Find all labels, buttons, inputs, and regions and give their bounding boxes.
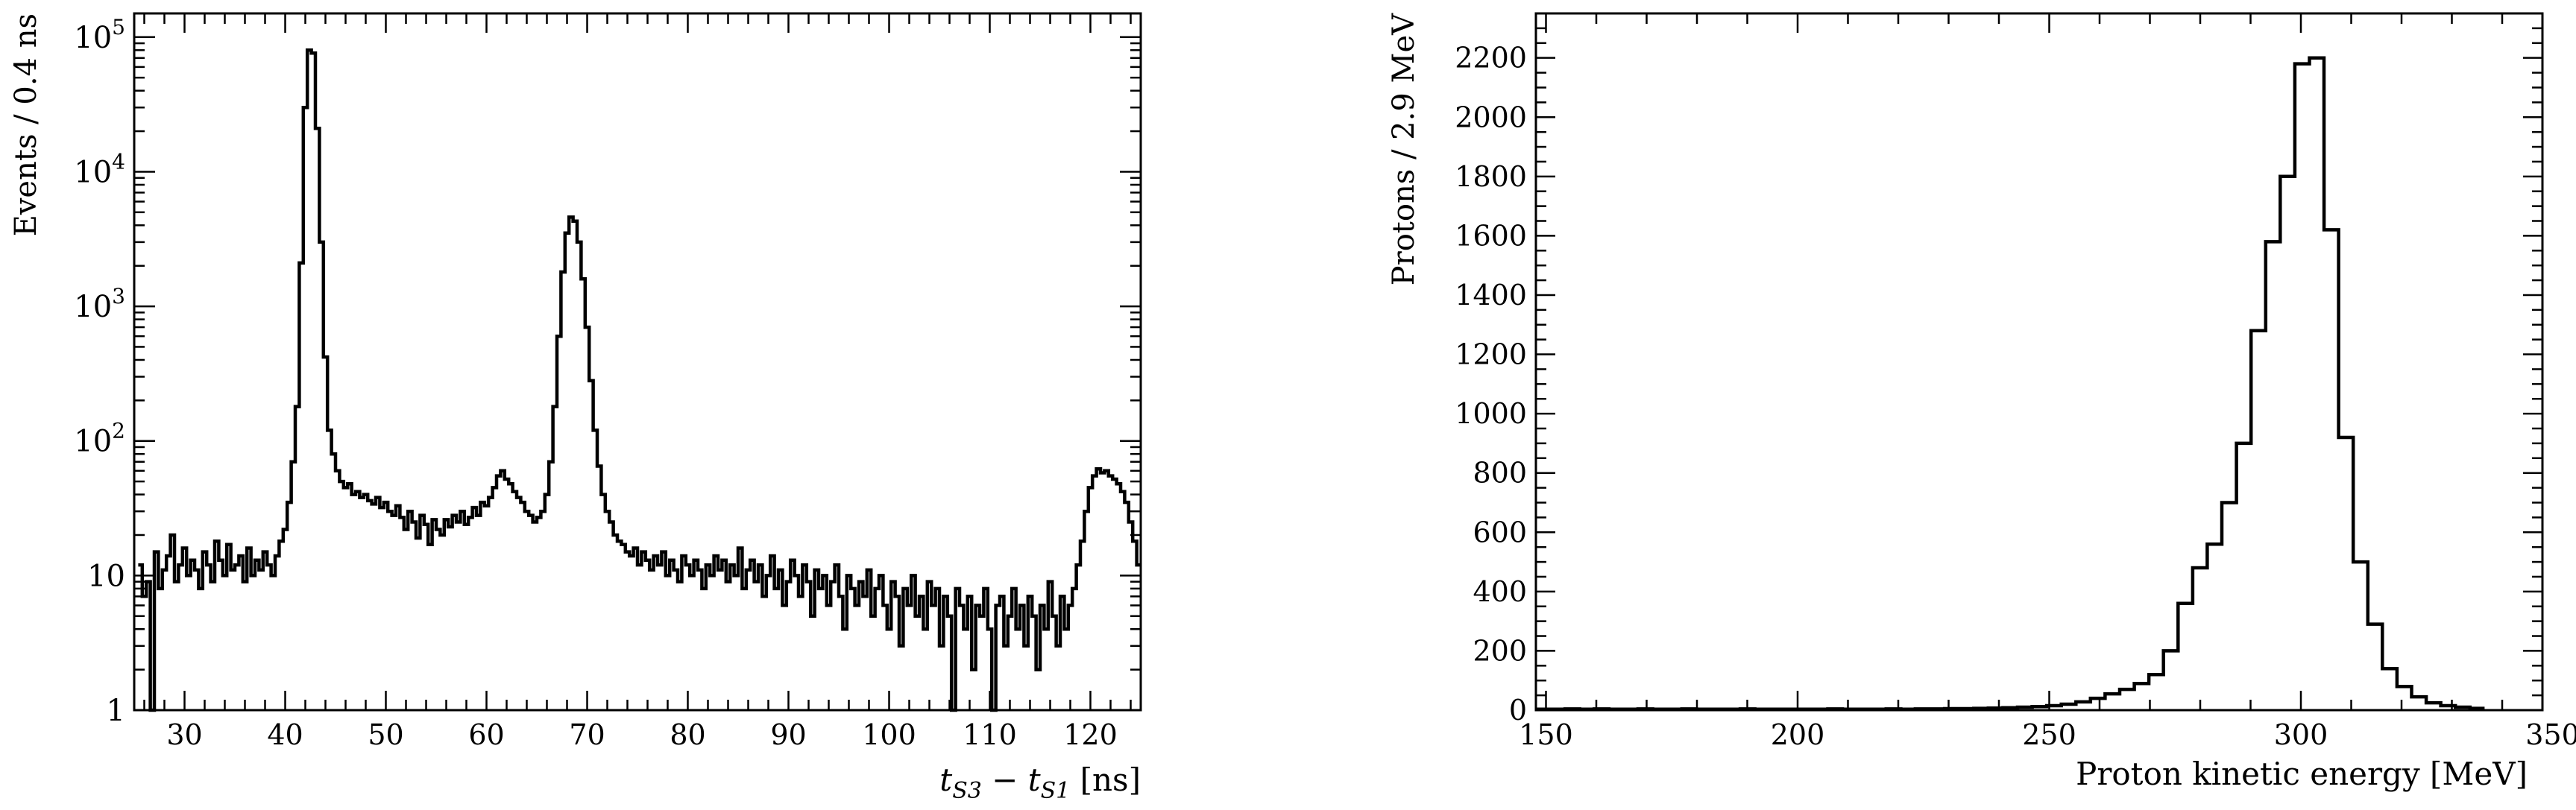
right-y-tick-label: 2200 xyxy=(1455,42,1527,75)
left-y-tick-label: 105 xyxy=(74,15,125,55)
left-x-tick-label: 50 xyxy=(368,718,403,751)
left-x-tick-label: 80 xyxy=(670,718,705,751)
left-y-tick-label: 10 xyxy=(87,559,125,593)
left-chart-timing-histogram: 30 40 50 60 70 80 90 100 110 120110102103104105Ev… xyxy=(9,12,1142,804)
right-y-tick-label: 1400 xyxy=(1455,279,1527,311)
left-x-tick-label: 40 xyxy=(267,718,303,751)
right-x-tick-label: 200 xyxy=(1771,718,1825,751)
right-y-tick-label: 200 xyxy=(1473,634,1527,667)
right-x-tick-label: 300 xyxy=(2274,718,2328,751)
right-y-tick-label: 1000 xyxy=(1455,397,1527,430)
right-y-tick-label: 800 xyxy=(1473,457,1527,490)
left-y-axis-label: Events / 0.4 ns xyxy=(9,13,43,236)
right-chart-energy-histogram: 150 200 250 300 350 0 200 400 600 800 1000 1200 1400… xyxy=(1387,12,2576,792)
right-y-axis-label: Protons / 2.9 MeV xyxy=(1387,13,1421,285)
right-y-tick-label: 600 xyxy=(1473,516,1527,548)
left-x-tick-label: 90 xyxy=(770,718,806,751)
left-x-tick-label: 70 xyxy=(569,718,605,751)
left-y-tick-label: 103 xyxy=(74,284,125,324)
right-x-tick-label: 250 xyxy=(2022,718,2076,751)
right-y-tick-label: 1200 xyxy=(1455,338,1527,371)
left-x-tick-label: 60 xyxy=(468,718,504,751)
left-x-tick-label: 120 xyxy=(1063,718,1118,751)
left-histogram-line xyxy=(138,48,1141,712)
left-y-tick-label: 104 xyxy=(74,149,125,189)
right-y-tick-label: 1600 xyxy=(1455,219,1527,252)
right-plot-frame xyxy=(1534,12,2544,712)
right-x-tick-label: 150 xyxy=(1519,718,1573,751)
right-histogram-line xyxy=(1536,56,2485,712)
left-x-tick-label: 110 xyxy=(963,718,1017,751)
right-y-tick-label: 1800 xyxy=(1455,160,1527,193)
left-y-tick-label: 1 xyxy=(107,694,125,728)
left-x-axis-label: tS3 − tS1 [ns] xyxy=(939,762,1141,804)
right-x-axis-label: Proton kinetic energy [MeV] xyxy=(2076,756,2528,792)
right-y-tick-label: 0 xyxy=(1509,694,1527,727)
right-y-tick-label: 400 xyxy=(1473,575,1527,608)
left-plot-frame xyxy=(133,12,1142,712)
right-y-tick-label: 2000 xyxy=(1455,101,1527,133)
left-x-tick-label: 100 xyxy=(862,718,916,751)
left-x-tick-label: 30 xyxy=(166,718,202,751)
right-x-tick-label: 350 xyxy=(2525,718,2576,751)
left-y-tick-label: 102 xyxy=(74,419,125,459)
